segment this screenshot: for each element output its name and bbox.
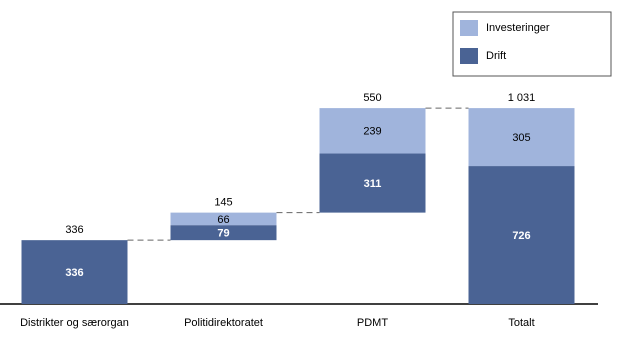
x-tick-label: Totalt (508, 317, 534, 329)
bar-segment (21, 240, 128, 304)
data-label: 336 (65, 267, 83, 279)
x-tick-label: Distrikter og særorgan (20, 317, 129, 329)
total-label: 336 (65, 224, 83, 236)
bar-segment (468, 166, 575, 304)
legend-swatch (460, 48, 478, 64)
bar-segment (170, 225, 277, 241)
legend-box (452, 11, 612, 77)
legend-label: Drift (486, 50, 506, 62)
total-label: 550 (363, 92, 381, 104)
legend-swatch (460, 20, 478, 36)
data-label: 305 (512, 132, 530, 144)
bar-segment (468, 108, 575, 167)
data-label: 66 (217, 214, 229, 226)
x-tick-label: PDMT (357, 317, 388, 329)
total-label: 1 031 (508, 92, 536, 104)
data-label: 311 (364, 178, 382, 190)
data-label: 726 (512, 230, 530, 242)
data-label: 79 (217, 228, 229, 240)
data-label: 239 (363, 126, 381, 138)
bar-segment (319, 108, 426, 154)
bar-segment (319, 153, 426, 213)
x-tick-label: Politidirektoratet (184, 317, 263, 329)
legend-label: Investeringer (486, 22, 550, 34)
bar-segment (170, 212, 277, 226)
total-label: 145 (214, 197, 232, 209)
